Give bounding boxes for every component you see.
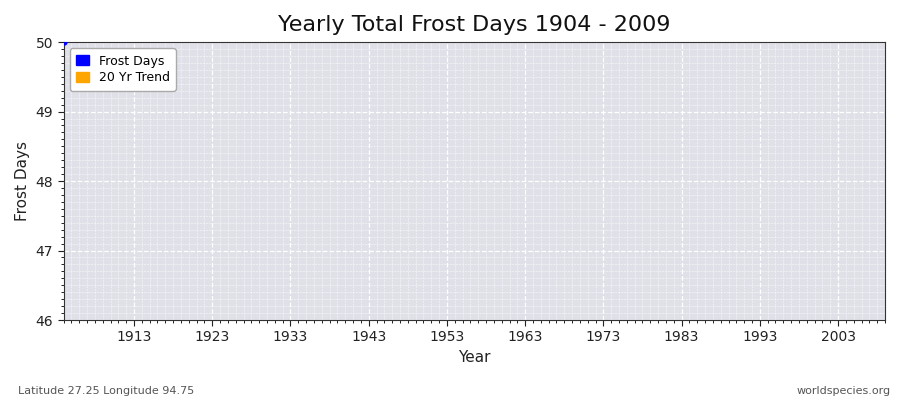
Y-axis label: Frost Days: Frost Days [15, 141, 30, 221]
Title: Yearly Total Frost Days 1904 - 2009: Yearly Total Frost Days 1904 - 2009 [278, 15, 670, 35]
Point [57, 39, 71, 45]
Text: worldspecies.org: worldspecies.org [796, 386, 891, 396]
Text: Latitude 27.25 Longitude 94.75: Latitude 27.25 Longitude 94.75 [18, 386, 194, 396]
Legend: Frost Days, 20 Yr Trend: Frost Days, 20 Yr Trend [70, 48, 176, 91]
X-axis label: Year: Year [458, 350, 491, 365]
